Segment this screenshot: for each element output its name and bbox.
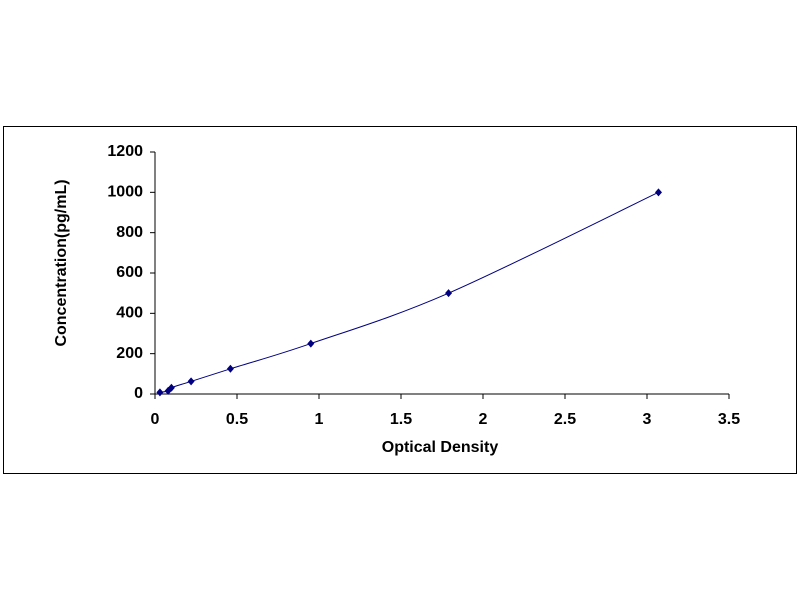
- x-tick-label: 3.5: [718, 411, 740, 428]
- y-tick-label: 0: [134, 385, 143, 402]
- x-tick-label: 1: [315, 411, 324, 428]
- point: [156, 388, 164, 397]
- y-tick-label: 600: [116, 264, 143, 281]
- x-axis-title: Optical Density: [382, 439, 499, 456]
- y-tick-label: 200: [116, 345, 143, 362]
- point: [654, 188, 662, 197]
- x-tick-label: 3: [643, 411, 652, 428]
- point: [226, 364, 234, 373]
- y-tick-label: 1000: [107, 184, 143, 201]
- point: [167, 383, 175, 392]
- point: [445, 289, 453, 298]
- y-axis-title: Concentration(pg/mL): [53, 179, 70, 346]
- y-tick-label: 1200: [107, 143, 143, 160]
- y-tick-label: 400: [116, 305, 143, 322]
- x-tick-label: 0: [151, 411, 160, 428]
- x-tick-label: 0.5: [226, 411, 248, 428]
- chart-frame: [3, 126, 797, 474]
- x-tick-label: 2.5: [554, 411, 576, 428]
- point: [187, 377, 195, 386]
- point: [307, 339, 315, 348]
- x-tick-label: 1.5: [390, 411, 412, 428]
- y-tick-label: 800: [116, 224, 143, 241]
- x-tick-label: 2: [479, 411, 488, 428]
